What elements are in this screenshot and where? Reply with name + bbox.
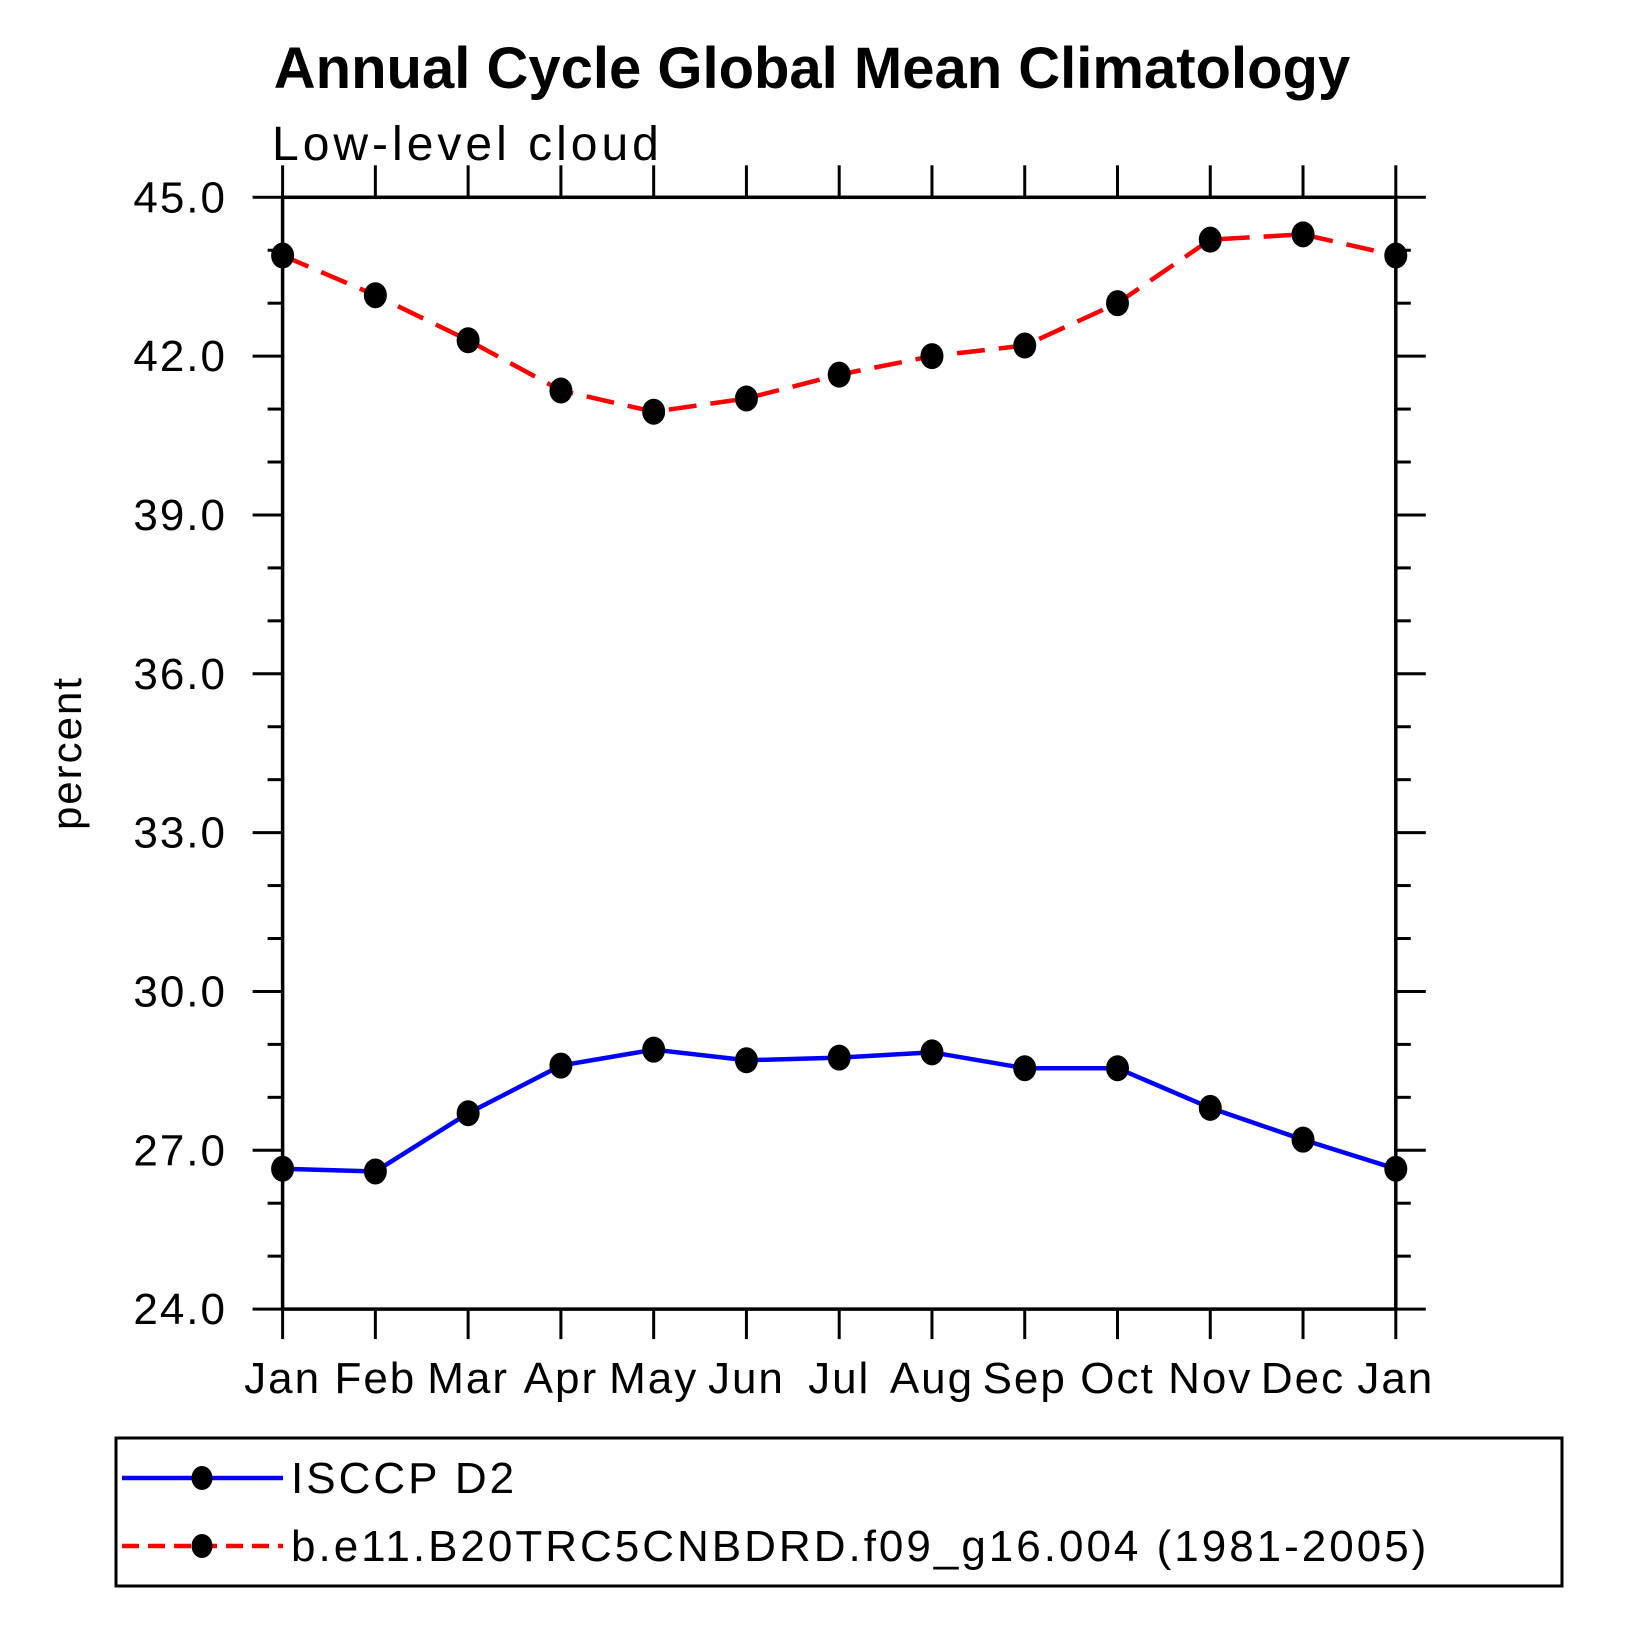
y-axis-tick-label: 45.0 <box>133 173 227 222</box>
data-point-marker <box>920 1039 944 1066</box>
data-point-marker <box>827 1044 851 1071</box>
data-point-marker <box>549 377 573 404</box>
x-axis-tick-label: Apr <box>524 1354 598 1403</box>
legend-box: ISCCP D2 b.e11.B20TRC5CNBDRD.f09_g16.004 … <box>114 1436 1564 1588</box>
data-point-marker <box>642 398 666 425</box>
data-point-marker <box>1384 242 1408 269</box>
legend-item: ISCCP D2 <box>122 1454 517 1503</box>
data-point-marker <box>642 1036 666 1063</box>
y-axis-title: percent <box>43 676 90 830</box>
data-point-marker <box>734 385 758 412</box>
x-axis-tick-label: Jan <box>244 1354 321 1403</box>
legend-item: b.e11.B20TRC5CNBDRD.f09_g16.004 (1981-20… <box>122 1522 1429 1571</box>
data-point-marker <box>1106 290 1129 317</box>
data-point-marker <box>271 1155 295 1182</box>
y-axis-tick-label: 39.0 <box>133 491 227 540</box>
x-axis-tick-label: Oct <box>1080 1354 1154 1403</box>
legend-marker <box>191 1466 213 1490</box>
x-axis-tick-label: Sep <box>983 1354 1067 1403</box>
data-point-marker <box>827 361 851 388</box>
data-point-marker <box>920 343 944 370</box>
legend-frame <box>114 1436 1564 1588</box>
x-axis-tick-label: Mar <box>427 1354 509 1403</box>
y-axis-tick-label: 33.0 <box>133 809 227 858</box>
x-axis-tick-label: Jun <box>708 1354 785 1403</box>
y-axis-tick-label: 30.0 <box>133 967 227 1016</box>
data-point-marker <box>456 1100 480 1127</box>
x-axis-tick-label: Nov <box>1168 1354 1252 1403</box>
data-point-marker <box>1291 1126 1315 1153</box>
data-point-marker <box>734 1047 758 1074</box>
chart-subtitle: Low-level cloud <box>272 118 663 171</box>
data-point-marker <box>271 242 295 269</box>
axis-tick-labels: Jan Feb Mar Apr May Jun Jul Aug Sep Oct Nov Dec Jan2… <box>133 173 1434 1403</box>
data-point-marker <box>1013 1055 1037 1082</box>
x-axis-tick-label: Feb <box>334 1354 416 1403</box>
x-axis-tick-label: Jan <box>1357 1354 1434 1403</box>
data-point-marker <box>549 1052 573 1079</box>
x-axis-tick-label: May <box>609 1354 698 1403</box>
data-series <box>271 221 1408 1185</box>
data-point-marker <box>1291 221 1315 248</box>
data-point-marker <box>363 1158 387 1185</box>
data-point-marker <box>1198 1094 1222 1121</box>
x-axis-tick-label: Aug <box>890 1354 974 1403</box>
y-axis-tick-label: 42.0 <box>133 332 227 381</box>
data-point-marker <box>1384 1155 1408 1182</box>
y-axis-tick-label: 27.0 <box>133 1126 227 1175</box>
data-point-marker <box>456 327 480 354</box>
legend-marker <box>191 1534 213 1558</box>
legend-label: b.e11.B20TRC5CNBDRD.f09_g16.004 (1981-20… <box>291 1522 1429 1571</box>
y-axis-tick-label: 24.0 <box>133 1285 227 1334</box>
y-axis-tick-label: 36.0 <box>133 650 227 699</box>
data-point-marker <box>363 282 387 309</box>
x-axis-tick-label: Jul <box>808 1354 870 1403</box>
data-point-marker <box>1198 226 1222 253</box>
data-point-marker <box>1106 1055 1129 1082</box>
legend-label: ISCCP D2 <box>291 1454 517 1503</box>
chart-title: Annual Cycle Global Mean Climatology <box>274 36 1350 101</box>
x-axis-tick-label: Dec <box>1261 1354 1345 1403</box>
data-point-marker <box>1013 332 1037 359</box>
axis-ticks <box>252 165 1426 1340</box>
